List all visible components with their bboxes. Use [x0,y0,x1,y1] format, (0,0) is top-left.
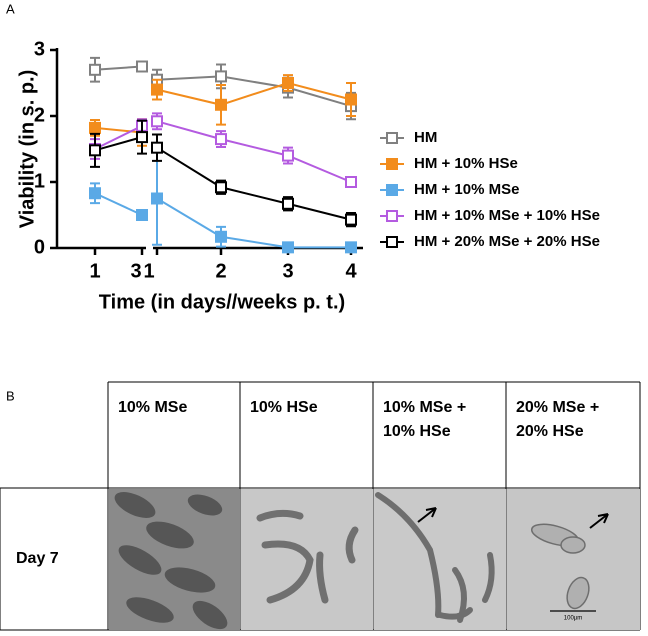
data-point [345,176,357,188]
series-line [94,81,352,134]
micrographs [109,489,640,630]
data-point [215,181,227,194]
data-point [136,131,148,144]
column-header: 10% HSe [383,423,451,440]
x-tick-label: 4 [345,260,357,282]
data-point [136,209,148,221]
x-tick-label: 1 [89,260,100,282]
data-point [345,213,357,226]
y-tick-label: 2 [34,104,45,126]
legend-marker [386,132,398,144]
legend-label: HM + 10% MSe + 10% HSe [414,207,600,224]
scale-bar-label: 100µm [564,616,582,622]
data-point [215,133,227,146]
data-point [136,60,148,73]
x-tick-label: 2 [215,260,226,282]
series-line [94,120,352,183]
data-point [282,241,294,254]
x-tick-label: 3 [130,260,141,282]
series-line [94,136,352,221]
data-point [215,98,227,111]
legend-label: HM + 10% HSe [414,155,518,172]
legend-marker [386,236,398,248]
y-axis-label: Viability (in s. p.) [16,70,38,229]
data-point [89,121,101,134]
legend-marker [386,158,398,170]
data-point [282,149,294,162]
data-point [151,115,163,128]
x-axis-label: Time (in days//weeks p. t.) [99,291,345,313]
y-tick-label: 3 [34,38,45,60]
panel-label: B [6,388,15,403]
legend-label: HM + 10% MSe [414,181,519,198]
data-point [215,230,227,243]
data-point [89,144,101,157]
data-point [282,197,294,210]
x-tick-label: 1 [143,260,154,282]
column-header: 20% HSe [516,423,584,440]
data-point [282,77,294,89]
legend-marker [386,184,398,196]
row-header: Day 7 [16,550,59,567]
data-point [89,187,101,200]
column-header: 10% HSe [250,399,318,416]
column-header: 10% MSe [118,399,187,416]
y-tick-label: 0 [34,236,45,258]
series-line [94,192,351,249]
legend-label: HM [414,129,437,146]
column-header: 10% MSe + [383,399,466,416]
y-tick-label: 1 [34,170,45,192]
data-point [345,241,357,254]
series-line [94,65,352,108]
data-point [345,93,357,106]
legend-label: HM + 20% MSe + 20% HSe [414,233,600,250]
data-point [151,192,163,205]
panel-label: A [6,1,15,16]
x-tick-label: 3 [282,260,293,282]
legend-marker [386,210,398,222]
data-point [151,83,163,96]
data-point [151,141,163,154]
column-header: 20% MSe + [516,399,599,416]
data-point [89,63,101,76]
data-point [215,70,227,83]
